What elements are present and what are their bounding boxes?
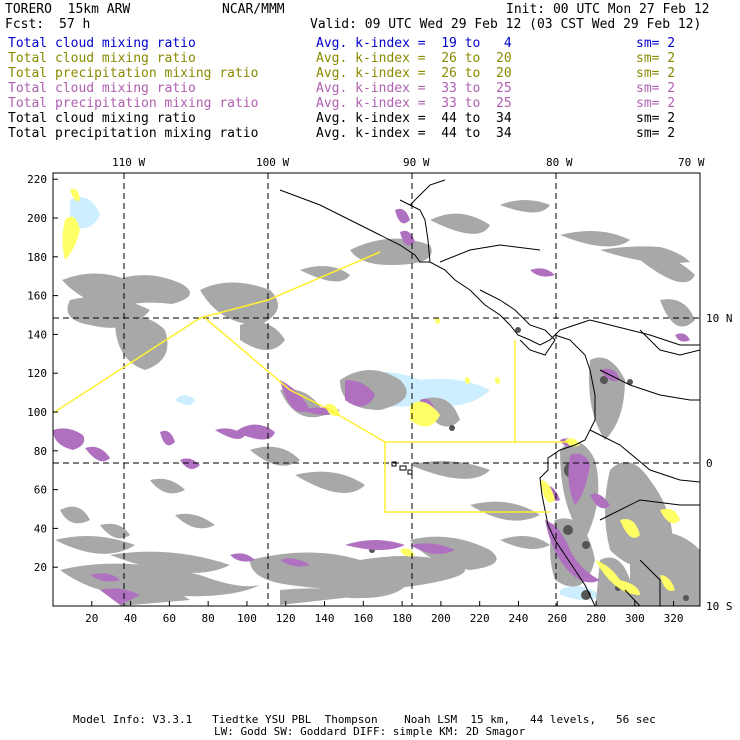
legend-field: Total precipitation mixing ratio (8, 96, 259, 111)
x-tick-label: 60 (163, 612, 176, 625)
legend-row: Total cloud mixing ratio Avg. k-index = 1… (6, 36, 736, 51)
map-frame (52, 172, 701, 607)
x-tick-label: 300 (625, 612, 645, 625)
y-tick-label: 20 (34, 561, 47, 574)
x-tick-label: 320 (664, 612, 684, 625)
legend-sm: sm= 2 (636, 126, 676, 141)
y-tick-label: 200 (27, 212, 47, 225)
coastlines (279, 179, 700, 606)
legend-field: Total cloud mixing ratio (8, 111, 196, 126)
x-tick-marks (91, 601, 675, 606)
legend-field: Total precipitation mixing ratio (8, 66, 259, 81)
lat-label-10s: 10 S (706, 600, 733, 613)
x-tick-label: 40 (124, 612, 137, 625)
x-tick-label: 280 (586, 612, 606, 625)
legend-row: Total cloud mixing ratio Avg. k-index = 3… (6, 81, 736, 96)
legend-field: Total cloud mixing ratio (8, 36, 196, 51)
lon-label-70w: 70 W (678, 156, 705, 169)
y-tick-label: 60 (34, 484, 47, 497)
legend-sm: sm= 2 (636, 66, 676, 81)
legend-kindex: Avg. k-index = 26 to 20 (316, 66, 512, 81)
legend-row: Total precipitation mixing ratio Avg. k-i… (6, 96, 736, 111)
legend-row: Total precipitation mixing ratio Avg. k-i… (6, 66, 736, 81)
legend-sm: sm= 2 (636, 36, 676, 51)
legend-kindex: Avg. k-index = 33 to 25 (316, 81, 512, 96)
organization: NCAR/MMM (222, 2, 285, 17)
legend: Total cloud mixing ratio Avg. k-index = 1… (0, 36, 740, 146)
legend-row: Total precipitation mixing ratio Avg. k-i… (6, 126, 736, 141)
physics-info-line: LW: Godd SW: Goddard DIFF: simple KM: 2D… (214, 725, 526, 738)
lat-label-0: 0 (706, 457, 713, 470)
legend-sm: sm= 2 (636, 51, 676, 66)
lon-label-80w: 80 W (546, 156, 573, 169)
forecast-label: Fcst: (5, 17, 45, 32)
x-tick-label: 80 (202, 612, 215, 625)
y-tick-label: 80 (34, 445, 47, 458)
x-tick-label: 100 (237, 612, 257, 625)
lon-label-100w: 100 W (256, 156, 289, 169)
x-tick-label: 140 (315, 612, 335, 625)
legend-field: Total cloud mixing ratio (8, 81, 196, 96)
legend-kindex: Avg. k-index = 44 to 34 (316, 126, 512, 141)
lat-label-10n: 10 N (706, 312, 733, 325)
lat-lon-grid (53, 173, 700, 606)
valid-time: Valid: 09 UTC Wed 29 Feb 12 (03 CST Wed … (310, 17, 702, 32)
purple-mixing-areas (53, 208, 690, 605)
legend-kindex: Avg. k-index = 19 to 4 (316, 36, 512, 51)
y-tick-label: 40 (34, 522, 47, 535)
legend-kindex: Avg. k-index = 26 to 20 (316, 51, 512, 66)
domain-outline (53, 251, 570, 513)
x-tick-label: 160 (353, 612, 373, 625)
legend-sm: sm= 2 (636, 81, 676, 96)
x-tick-label: 120 (276, 612, 296, 625)
lon-label-90w: 90 W (403, 156, 430, 169)
init-time: Init: 00 UTC Mon 27 Feb 12 (506, 2, 710, 17)
y-tick-label: 100 (27, 406, 47, 419)
model-info-line: Model Info: V3.3.1 Tiedtke YSU PBL Thomp… (73, 713, 656, 726)
y-tick-label: 220 (27, 173, 47, 186)
x-tick-label: 180 (392, 612, 412, 625)
legend-kindex: Avg. k-index = 44 to 34 (316, 111, 512, 126)
legend-sm: sm= 2 (636, 111, 676, 126)
legend-kindex: Avg. k-index = 33 to 25 (316, 96, 512, 111)
y-tick-label: 180 (27, 251, 47, 264)
x-tick-label: 220 (470, 612, 490, 625)
y-tick-label: 160 (27, 290, 47, 303)
legend-row: Total cloud mixing ratio Avg. k-index = 2… (6, 51, 736, 66)
x-tick-label: 240 (509, 612, 529, 625)
model-name: TORERO 15km ARW (5, 2, 131, 17)
x-tick-label: 260 (547, 612, 567, 625)
legend-field: Total precipitation mixing ratio (8, 126, 259, 141)
legend-sm: sm= 2 (636, 96, 676, 111)
y-tick-label: 140 (27, 328, 47, 341)
lon-label-110w: 110 W (112, 156, 145, 169)
legend-field: Total cloud mixing ratio (8, 51, 196, 66)
y-tick-marks (53, 178, 58, 568)
legend-row: Total cloud mixing ratio Avg. k-index = 4… (6, 111, 736, 126)
y-tick-label: 120 (27, 367, 47, 380)
forecast-hours: 57 h (59, 17, 91, 32)
x-tick-label: 200 (431, 612, 451, 625)
x-tick-label: 20 (85, 612, 98, 625)
